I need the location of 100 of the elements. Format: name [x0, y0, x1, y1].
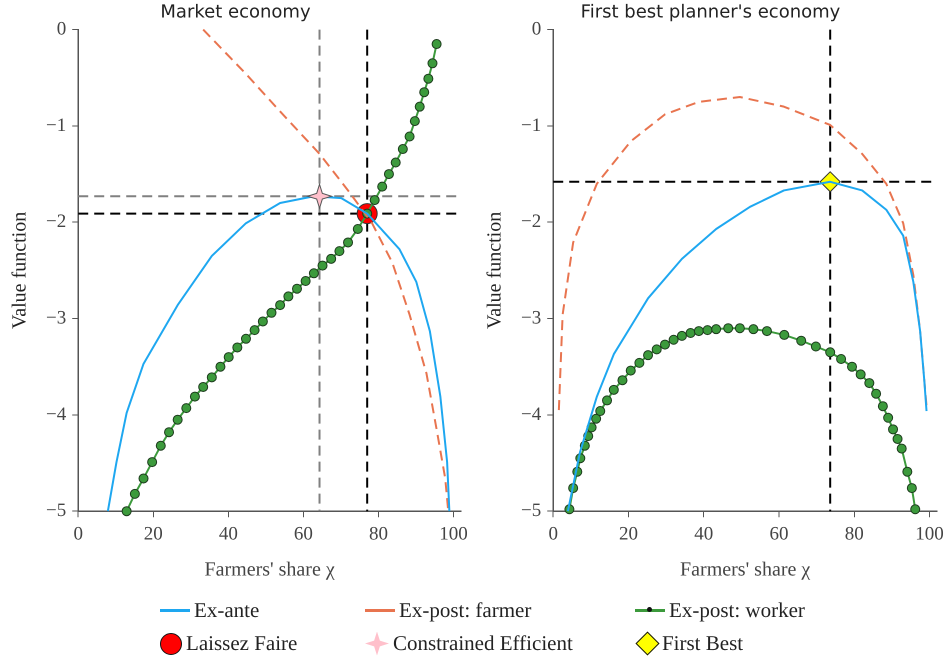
x-tick-label: 40 [694, 524, 714, 545]
y-tick-label: −1 [520, 114, 542, 136]
point [888, 424, 898, 434]
legend-label: Ex-ante [194, 598, 260, 623]
point [215, 362, 226, 372]
point [652, 344, 662, 354]
point [762, 326, 772, 336]
point [595, 406, 606, 416]
point [748, 324, 758, 334]
point [634, 358, 644, 368]
point [308, 268, 319, 278]
point [283, 291, 294, 302]
point [404, 132, 415, 142]
point [130, 488, 140, 499]
x-tick-label: 100 [915, 524, 944, 545]
x-tick-label: 80 [844, 524, 864, 545]
point [608, 384, 619, 395]
point [266, 308, 276, 318]
point [343, 237, 354, 248]
point [352, 224, 363, 234]
point [164, 427, 174, 438]
legend-label: Constrained Efficient [393, 631, 573, 656]
point [377, 182, 388, 192]
y-tick-label: −3 [46, 308, 66, 329]
y-tick-label: 0 [56, 18, 66, 40]
y-tick-label: −2 [520, 211, 542, 232]
point [384, 169, 394, 180]
x-tick-label: 20 [144, 524, 163, 545]
point [190, 392, 200, 402]
point [626, 366, 636, 376]
point [864, 378, 874, 388]
x-axis-title: Farmers' share χ [204, 558, 335, 580]
point [883, 412, 894, 423]
point [896, 444, 907, 454]
x-tick-label: 100 [439, 524, 468, 545]
point [250, 325, 260, 336]
point [398, 144, 408, 154]
point [779, 330, 790, 340]
y-tick-label: −5 [46, 500, 66, 522]
point [334, 246, 344, 256]
y-tick-label: −4 [46, 404, 67, 425]
point [796, 336, 806, 346]
point [668, 334, 679, 345]
x-tick-label: 0 [548, 524, 558, 545]
point [156, 440, 166, 451]
point [147, 457, 158, 468]
point [122, 506, 132, 516]
point [181, 403, 192, 414]
x-tick-label: 0 [73, 524, 83, 545]
point [676, 330, 687, 341]
point [206, 372, 217, 382]
point [292, 284, 302, 294]
point [734, 323, 745, 334]
point [172, 414, 183, 425]
legend-label: Laissez Faire [186, 631, 298, 656]
point [847, 362, 858, 372]
y-tick-label: −1 [46, 114, 66, 136]
point [138, 473, 149, 484]
point [810, 341, 821, 352]
point [390, 158, 401, 168]
point [906, 483, 917, 494]
legend-label: Ex-post: farmer [399, 598, 532, 623]
point [902, 466, 912, 477]
x-tick-label: 40 [218, 524, 238, 545]
point [643, 350, 654, 360]
point [410, 116, 420, 126]
y-axis-title: Value function [8, 212, 30, 329]
point [660, 340, 670, 350]
point [326, 254, 336, 264]
point [910, 504, 920, 514]
point [240, 334, 251, 344]
legend-label: First Best [662, 631, 744, 656]
chart-title: Market economy [160, 1, 311, 22]
point [232, 342, 242, 352]
point [300, 276, 311, 286]
point [258, 316, 268, 326]
point [198, 382, 208, 392]
y-tick-label: −4 [520, 404, 542, 425]
y-axis-title: Value function [483, 212, 506, 329]
x-tick-label: 80 [368, 524, 388, 545]
point [419, 87, 430, 98]
point [702, 325, 713, 336]
x-tick-label: 60 [294, 524, 313, 545]
point [432, 39, 442, 50]
point [414, 102, 425, 112]
point [694, 326, 704, 336]
point [617, 375, 628, 386]
y-tick-label: −5 [520, 500, 542, 522]
point [427, 58, 438, 68]
point [591, 414, 602, 424]
point [602, 395, 612, 406]
point [723, 323, 734, 334]
x-tick-label: 20 [618, 524, 638, 545]
point [318, 260, 328, 271]
point [224, 352, 234, 362]
point [275, 300, 286, 310]
point [825, 347, 836, 358]
point [711, 324, 722, 334]
y-tick-label: −2 [46, 211, 66, 232]
point [686, 328, 696, 338]
